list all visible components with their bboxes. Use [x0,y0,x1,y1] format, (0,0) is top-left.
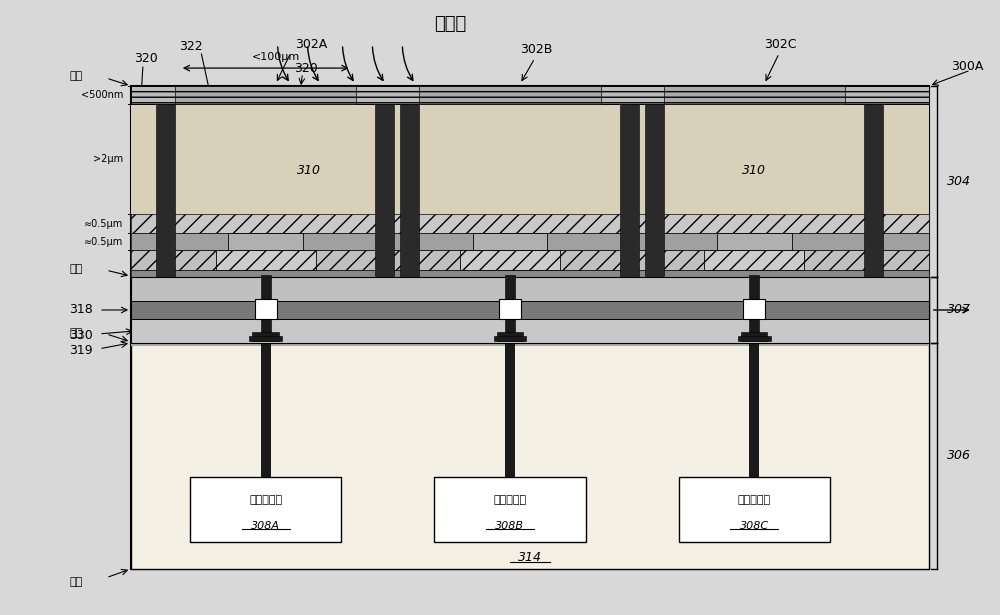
Bar [131,277,929,301]
Bar [741,332,767,341]
Text: >2μm: >2μm [93,154,123,164]
Bar [228,233,303,250]
Bar [749,343,759,477]
Bar [664,104,845,215]
Bar [505,275,515,303]
Bar [261,343,271,477]
Text: 302A: 302A [296,38,328,51]
Bar [131,215,929,233]
Bar [131,319,929,343]
Bar [664,86,845,104]
Text: 300A: 300A [951,60,984,73]
Text: ≈0.5μm: ≈0.5μm [84,219,123,229]
Text: 316: 316 [508,324,532,338]
Bar [131,343,929,346]
Bar [419,104,601,215]
Text: 306: 306 [947,450,971,462]
Text: 308A: 308A [251,521,280,531]
Text: 324: 324 [139,222,163,235]
Bar [749,319,759,335]
Bar [749,275,759,303]
Bar [255,299,277,319]
Text: 数字计数器: 数字计数器 [249,495,282,505]
Text: 319: 319 [69,344,93,357]
Bar [131,250,929,270]
Bar [494,336,526,341]
Bar [131,86,929,277]
Bar [738,336,771,341]
Bar [704,250,804,270]
Bar [419,86,601,104]
Text: 326: 326 [139,239,163,252]
Bar [131,277,929,343]
Bar [216,250,316,270]
Bar [419,86,601,277]
Text: 320: 320 [134,52,158,65]
Text: 304: 304 [947,175,971,188]
Text: 310: 310 [742,164,766,177]
Bar [261,275,271,303]
Bar [460,250,560,270]
Text: 322: 322 [179,40,203,53]
Bar [505,343,515,477]
Text: 背侧: 背侧 [70,71,83,81]
Text: 307: 307 [947,303,971,317]
Bar [252,332,279,341]
Bar [497,332,523,341]
Bar [249,336,282,341]
Text: 312: 312 [508,282,532,295]
Text: 前侧: 前侧 [70,264,83,274]
Bar [131,233,929,250]
Bar [131,277,929,343]
Bar [175,86,356,104]
Text: 310: 310 [297,164,321,177]
Bar [175,104,356,215]
Text: 前侧: 前侧 [70,328,83,338]
Bar [156,104,175,276]
Bar [664,86,845,277]
Text: 302C: 302C [764,38,797,51]
Bar [679,477,830,542]
Bar [261,319,271,335]
Text: 数字计数器: 数字计数器 [493,495,527,505]
Text: ≈0.5μm: ≈0.5μm [84,237,123,247]
Bar [864,104,883,276]
Bar [131,86,929,569]
Text: 328: 328 [493,303,517,315]
Text: 308B: 308B [495,521,524,531]
Bar [473,233,547,250]
Bar [175,86,356,277]
Text: 单光子: 单光子 [434,15,466,33]
Bar [717,233,792,250]
Bar [190,477,341,542]
Bar [434,477,586,542]
Text: 318: 318 [69,303,93,317]
Text: <500nm: <500nm [81,90,123,100]
Bar [645,104,664,276]
Text: 背侧: 背侧 [70,577,83,587]
Text: 308C: 308C [740,521,769,531]
Text: 314: 314 [518,552,542,565]
Text: 330: 330 [69,330,93,343]
Bar [131,343,929,569]
Text: <100μm: <100μm [252,52,300,62]
Bar [400,104,419,276]
Bar [375,104,394,276]
Text: 数字计数器: 数字计数器 [738,495,771,505]
Bar [131,270,929,277]
Text: 320: 320 [294,62,317,74]
Bar [131,301,929,319]
Bar [743,299,765,319]
Bar [131,86,929,104]
Bar [505,319,515,335]
Bar [499,299,521,319]
Text: 302B: 302B [520,43,552,56]
Bar [620,104,639,276]
